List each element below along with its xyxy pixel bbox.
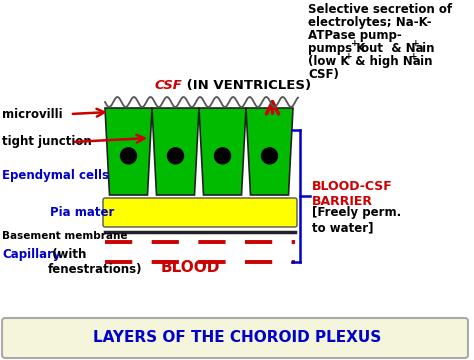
Text: CSF): CSF): [308, 68, 339, 81]
Circle shape: [167, 148, 183, 164]
Text: microvilli: microvilli: [2, 108, 63, 121]
Text: electrolytes; Na-K-: electrolytes; Na-K-: [308, 16, 432, 29]
Text: tight junction: tight junction: [2, 135, 92, 148]
Circle shape: [120, 148, 137, 164]
Text: out  & Na: out & Na: [357, 42, 424, 55]
Polygon shape: [246, 108, 293, 195]
Text: [Freely perm.
to water]: [Freely perm. to water]: [312, 206, 401, 234]
Circle shape: [262, 148, 277, 164]
Text: Pia mater: Pia mater: [50, 206, 114, 219]
Text: +: +: [345, 52, 353, 61]
Text: Basement membrane: Basement membrane: [2, 231, 128, 241]
Circle shape: [215, 148, 230, 164]
Text: (low K: (low K: [308, 55, 349, 68]
Text: (with
fenestrations): (with fenestrations): [48, 248, 143, 276]
Text: BLOOD: BLOOD: [160, 261, 219, 275]
Text: in: in: [416, 55, 432, 68]
FancyBboxPatch shape: [103, 198, 297, 227]
Text: Capillary: Capillary: [2, 248, 61, 261]
Polygon shape: [152, 108, 199, 195]
Text: (IN VENTRICLES): (IN VENTRICLES): [182, 79, 311, 92]
Text: +: +: [351, 39, 359, 48]
Text: +: +: [410, 52, 418, 61]
Text: CSF: CSF: [155, 79, 183, 92]
Text: BLOOD-CSF
BARRIER: BLOOD-CSF BARRIER: [312, 180, 393, 208]
Text: +: +: [412, 39, 419, 48]
Text: Selective secretion of: Selective secretion of: [308, 3, 452, 16]
FancyBboxPatch shape: [2, 318, 468, 358]
Text: & high Na: & high Na: [351, 55, 421, 68]
Text: in: in: [418, 42, 435, 55]
Text: ATPase pump-: ATPase pump-: [308, 29, 402, 42]
Text: Ependymal cells: Ependymal cells: [2, 168, 109, 181]
Polygon shape: [199, 108, 246, 195]
Text: LAYERS OF THE CHOROID PLEXUS: LAYERS OF THE CHOROID PLEXUS: [93, 330, 381, 346]
Polygon shape: [105, 108, 152, 195]
Text: pumps K: pumps K: [308, 42, 365, 55]
